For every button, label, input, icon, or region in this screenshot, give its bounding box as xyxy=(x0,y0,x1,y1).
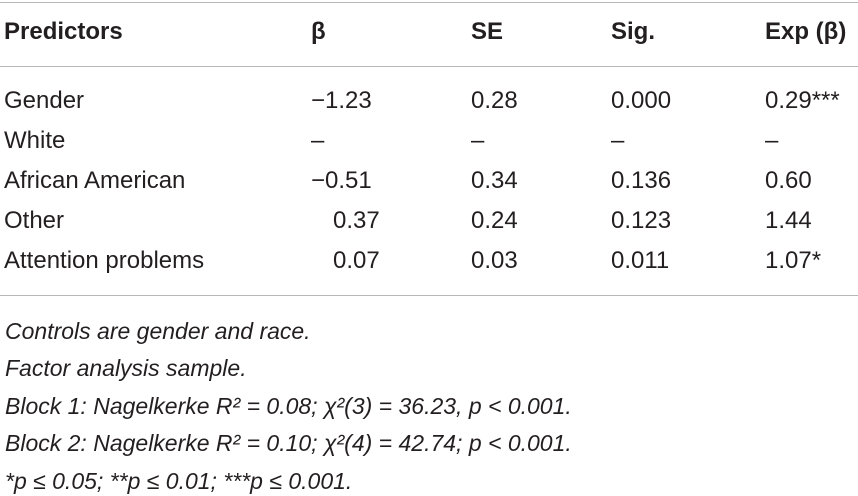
predictor-cell: African American xyxy=(4,167,186,194)
exp-beta-cell: 1.07* xyxy=(765,247,822,274)
se-cell: 0.03 xyxy=(471,247,518,274)
beta-cell: −1.23 xyxy=(311,87,372,114)
se-cell: – xyxy=(471,127,485,154)
se-cell: 0.34 xyxy=(471,167,518,194)
sig-cell: 0.011 xyxy=(611,247,670,274)
exp-beta-cell: 0.29*** xyxy=(765,87,840,114)
header-exp-beta: Exp (β) xyxy=(765,18,847,45)
footnote-block-2: Block 2: Nagelkerke R² = 0.10; χ²(4) = 4… xyxy=(5,430,572,456)
beta-cell: 0.37 xyxy=(333,207,380,234)
se-cell: 0.24 xyxy=(471,207,518,234)
sig-cell: 0.136 xyxy=(611,167,672,194)
footnote-significance: *p ≤ 0.05; **p ≤ 0.01; ***p ≤ 0.001. xyxy=(5,468,353,494)
table-bottom-rule xyxy=(0,295,858,296)
footnote-controls: Controls are gender and race. xyxy=(5,318,311,344)
footnote-block-1: Block 1: Nagelkerke R² = 0.08; χ²(3) = 3… xyxy=(5,393,572,419)
header-sig: Sig. xyxy=(611,18,656,45)
beta-cell: – xyxy=(311,127,325,154)
table-top-rule xyxy=(0,2,858,3)
exp-beta-cell: – xyxy=(765,127,779,154)
header-predictors: Predictors xyxy=(4,18,123,45)
exp-beta-cell: 0.60 xyxy=(765,167,812,194)
beta-cell: 0.07 xyxy=(333,247,380,274)
beta-cell: −0.51 xyxy=(311,167,372,194)
se-cell: 0.28 xyxy=(471,87,518,114)
header-se: SE xyxy=(471,18,504,45)
predictor-cell: White xyxy=(4,127,66,154)
predictor-cell: Attention problems xyxy=(4,247,205,274)
sig-cell: 0.123 xyxy=(611,207,672,234)
exp-beta-cell: 1.44 xyxy=(765,207,812,234)
header-beta: β xyxy=(311,18,326,45)
table-header-rule xyxy=(0,66,858,67)
sig-cell: 0.000 xyxy=(611,87,672,114)
sig-cell: – xyxy=(611,127,625,154)
footnote-sample: Factor analysis sample. xyxy=(5,355,247,381)
predictor-cell: Other xyxy=(4,207,65,234)
predictor-cell: Gender xyxy=(4,87,85,114)
